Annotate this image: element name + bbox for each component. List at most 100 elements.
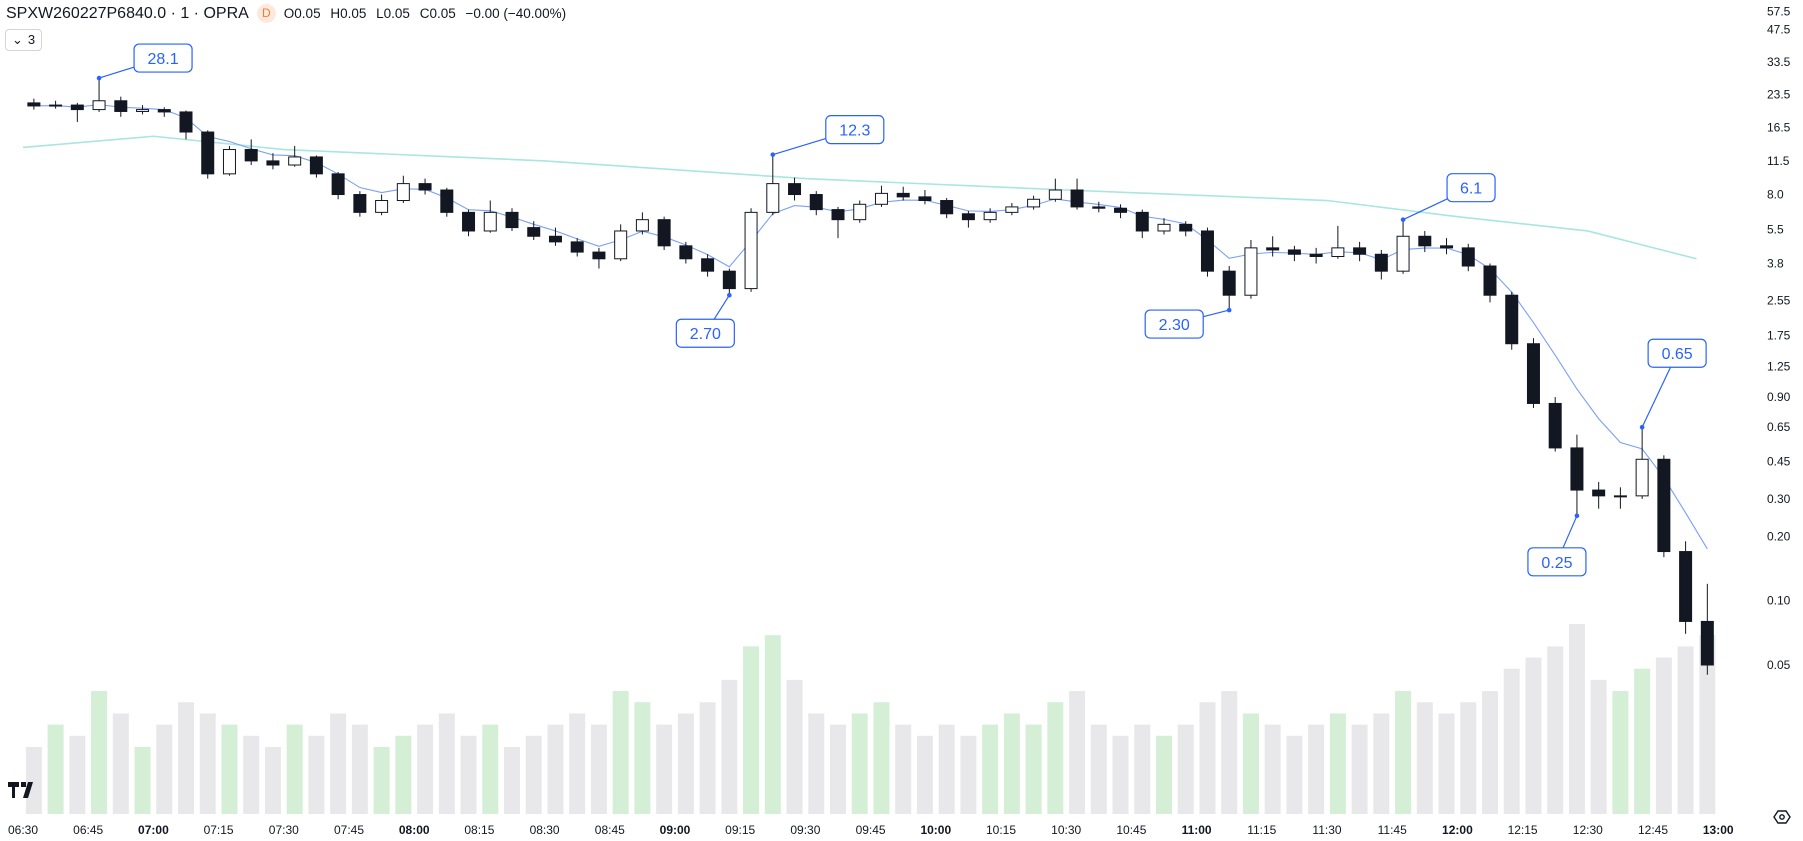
x-axis-tick-label: 11:45: [1378, 823, 1407, 837]
candle: [114, 96, 128, 117]
candle-body: [918, 196, 932, 202]
annotation-point: [96, 75, 102, 81]
y-axis-tick-label: 16.5: [1767, 120, 1791, 134]
volume-bar: [351, 724, 368, 814]
y-axis-tick-label: 0.10: [1767, 594, 1791, 608]
candle-body: [1287, 249, 1301, 255]
candle-body: [462, 211, 476, 232]
x-axis-tick-label: 09:45: [856, 823, 886, 837]
y-axis-tick-label: 2.55: [1767, 294, 1791, 308]
volume-bar: [1286, 735, 1303, 814]
open-value: O0.05: [283, 6, 321, 21]
volume-bar: [1047, 702, 1064, 814]
candle-body: [222, 149, 236, 175]
candle-body: [1548, 402, 1562, 449]
candle: [1592, 482, 1606, 509]
volume-bar: [743, 646, 760, 814]
candle-body: [1309, 253, 1323, 257]
volume-bar: [612, 691, 629, 814]
delayed-badge[interactable]: D: [256, 4, 276, 23]
settings-gear-icon[interactable]: [1773, 810, 1791, 829]
candle-body: [1635, 458, 1649, 497]
annotation-point: [1639, 424, 1645, 430]
high-value: H0.05: [330, 6, 367, 21]
volume-bar: [1547, 646, 1564, 814]
candle-body: [1200, 230, 1214, 272]
candle-body: [1374, 253, 1388, 272]
candle-body: [809, 194, 823, 211]
annotation-label: 2.70: [690, 326, 721, 343]
volume-bar: [764, 635, 781, 814]
slow-moving-average-line: [22, 135, 1697, 260]
tradingview-logo[interactable]: [8, 782, 38, 803]
candle-body: [1005, 206, 1019, 213]
x-axis-tick-label: 10:45: [1116, 823, 1146, 837]
candle: [1157, 218, 1171, 235]
candle: [983, 208, 997, 223]
volume-bar: [1329, 713, 1346, 814]
y-axis-tick-label: 47.5: [1767, 22, 1791, 36]
candle: [1700, 583, 1714, 675]
candle: [1483, 263, 1497, 303]
candle-body: [505, 211, 519, 229]
candle: [1440, 238, 1454, 255]
candle-body: [1027, 198, 1041, 208]
annotation-label: 12.3: [839, 123, 870, 140]
candle-body: [1418, 235, 1432, 247]
volume-bar: [1677, 646, 1694, 814]
volume-bar: [91, 691, 108, 814]
candle-body: [1657, 458, 1671, 553]
volume-bar: [1395, 691, 1412, 814]
y-axis-tick-label: 0.20: [1767, 529, 1791, 543]
candle: [874, 185, 888, 207]
volume-bar: [1308, 724, 1325, 814]
candle: [635, 212, 649, 235]
indicators-toggle-button[interactable]: ⌄ 3: [5, 29, 43, 51]
candle-body: [570, 241, 584, 253]
candle: [1461, 243, 1475, 272]
candle-body: [92, 100, 106, 111]
legend-header: SPXW260227P6840.0 · 1 · OPRA D O0.05 H0.…: [6, 4, 572, 23]
candle-body: [527, 227, 541, 237]
volume-bar: [699, 702, 716, 814]
candle: [1418, 230, 1432, 253]
y-axis-tick-label: 0.65: [1767, 420, 1791, 434]
price-annotation: 6.1: [1400, 173, 1496, 222]
volume-bar: [1525, 657, 1542, 814]
volume-bar: [504, 746, 520, 814]
candle: [918, 190, 932, 205]
volume-bar: [1655, 657, 1672, 814]
candle-body: [1440, 245, 1454, 249]
volume-bar: [1568, 624, 1585, 814]
annotation-box: [825, 115, 885, 145]
volume-bar: [721, 679, 738, 814]
volume-bar: [677, 713, 694, 814]
candle: [570, 238, 584, 257]
x-axis-tick-label: 07:00: [138, 823, 169, 837]
candle-body: [635, 219, 649, 232]
change-value: −0.00 (−40.00%): [465, 6, 567, 21]
volume-bar: [1112, 735, 1129, 814]
volume-bar: [417, 724, 434, 814]
candle-body: [440, 189, 454, 213]
volume-bar: [438, 713, 455, 814]
candle: [1526, 338, 1540, 408]
volume-bar: [656, 724, 673, 814]
candle-body: [614, 230, 628, 260]
annotation-box: [1446, 173, 1496, 203]
candle-body: [70, 104, 84, 111]
symbol-title[interactable]: SPXW260227P6840.0 · 1 · OPRA: [6, 4, 249, 22]
volume-bar: [1503, 668, 1520, 814]
candle-body: [983, 211, 997, 221]
candle: [788, 177, 802, 201]
annotation-label: 6.1: [1460, 181, 1482, 198]
candle: [896, 186, 910, 201]
candle: [1353, 241, 1367, 262]
price-annotation: 12.3: [770, 115, 885, 157]
candle: [766, 154, 780, 216]
volume-bar: [373, 746, 390, 814]
price-annotation: 2.70: [675, 292, 735, 348]
annotation-label: 0.25: [1541, 555, 1572, 572]
candle: [157, 107, 171, 117]
